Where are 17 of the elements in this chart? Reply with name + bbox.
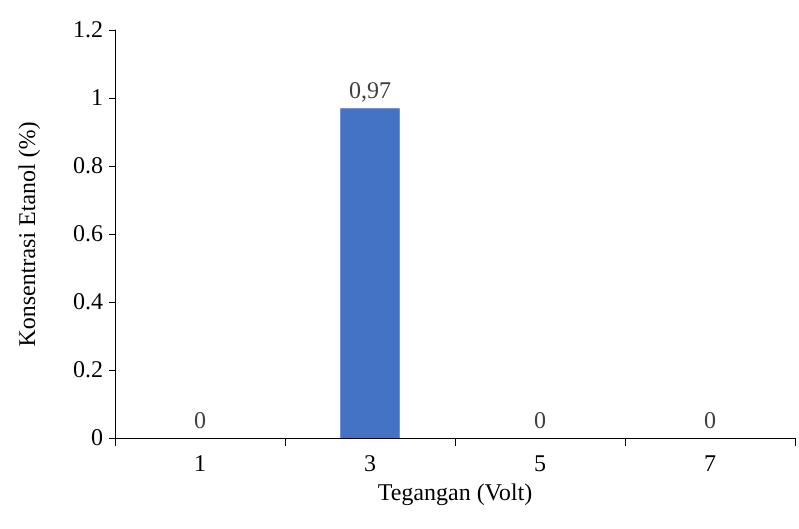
x-tick-label: 1 <box>194 451 206 477</box>
data-label: 0 <box>194 408 206 434</box>
data-label: 0,97 <box>349 78 391 104</box>
x-tick-label: 3 <box>364 451 376 477</box>
data-label: 0 <box>704 408 716 434</box>
x-tick-label: 7 <box>704 451 716 477</box>
y-axis-title: Konsentrasi Etanol (%) <box>15 121 41 347</box>
data-label: 0 <box>534 408 546 434</box>
y-tick-label: 0.2 <box>73 357 103 383</box>
x-axis-title: Tegangan (Volt) <box>378 480 532 506</box>
y-tick-label: 0.8 <box>73 153 103 179</box>
y-tick-label: 0.6 <box>73 221 103 247</box>
x-tick-label: 5 <box>534 451 546 477</box>
y-tick-label: 1 <box>91 85 103 111</box>
y-tick-label: 0.4 <box>73 289 103 315</box>
y-tick-label: 0 <box>91 425 103 451</box>
y-tick-label: 1.2 <box>73 17 103 43</box>
